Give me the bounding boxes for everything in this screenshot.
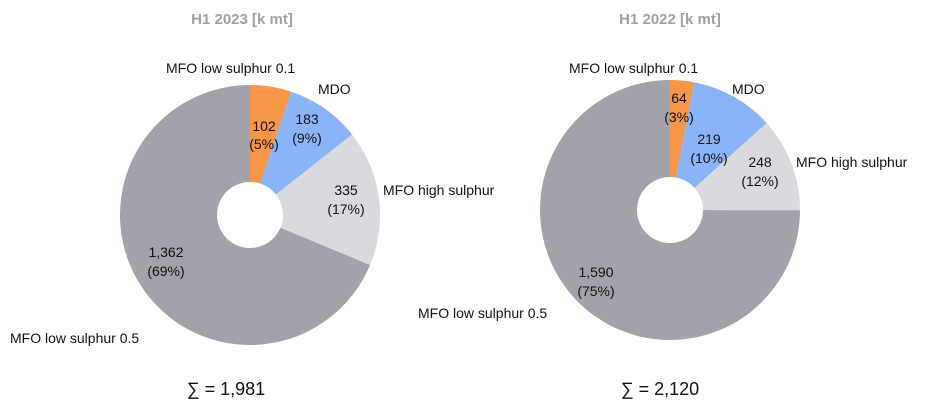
chart-1-value-4: 1,362 bbox=[148, 244, 183, 260]
chart-2-donut bbox=[540, 80, 801, 340]
chart-1-total: ∑ = 1,981 bbox=[187, 379, 265, 399]
chart-1-pct-1: (5%) bbox=[249, 136, 279, 152]
chart-2-pct-3: (12%) bbox=[741, 173, 778, 189]
chart-1-pct-4: (69%) bbox=[147, 263, 184, 279]
chart-2-slice-mfo-low-sulphur-0-1 bbox=[670, 80, 695, 210]
chart-2-pct-4: (75%) bbox=[577, 283, 614, 299]
chart-1-pct-3: (17%) bbox=[327, 201, 364, 217]
chart-2-value-3: 248 bbox=[748, 154, 772, 170]
chart-1-title: H1 2023 [k mt] bbox=[191, 11, 293, 28]
chart-1-value-1: 102 bbox=[252, 118, 276, 134]
chart-2-label-mfo-low-sulphur-0-5: MFO low sulphur 0.5 bbox=[418, 305, 547, 321]
chart-1-donut bbox=[120, 85, 381, 345]
chart-2-value-4: 1,590 bbox=[578, 264, 613, 280]
chart-2-value-2: 219 bbox=[697, 131, 721, 147]
chart-2-title: H1 2022 [k mt] bbox=[619, 11, 721, 28]
chart-1-donut-hole bbox=[217, 182, 283, 248]
chart-1-label-mdo: MDO bbox=[318, 81, 351, 97]
chart-1-pct-2: (9%) bbox=[292, 130, 322, 146]
chart-1-label-mfo-high-sulphur: MFO high sulphur bbox=[383, 182, 495, 198]
chart-2-donut-hole bbox=[637, 177, 703, 243]
chart-2-value-1: 64 bbox=[671, 90, 687, 106]
chart-2-label-mfo-high-sulphur: MFO high sulphur bbox=[796, 154, 908, 170]
chart-1-value-3: 335 bbox=[334, 182, 358, 198]
chart-1-slice-mdo bbox=[250, 91, 353, 215]
chart-2-slice-mfo-low-sulphur-0-5 bbox=[540, 80, 800, 340]
chart-2-slice-mfo-high-sulphur bbox=[670, 123, 801, 211]
chart-2-label-mfo-low-sulphur-0-1: MFO low sulphur 0.1 bbox=[569, 60, 698, 76]
chart-1-value-2: 183 bbox=[295, 111, 319, 127]
chart-1-label-mfo-low-sulphur-0-1: MFO low sulphur 0.1 bbox=[166, 60, 295, 76]
chart-2-total: ∑ = 2,120 bbox=[621, 379, 699, 399]
chart-2-slice-mdo bbox=[670, 82, 767, 210]
chart-1-label-mfo-low-sulphur-0-5: MFO low sulphur 0.5 bbox=[10, 330, 139, 346]
chart-1-slice-mfo-high-sulphur bbox=[250, 134, 381, 265]
chart-1-slice-mfo-low-sulphur-0-1 bbox=[250, 85, 292, 215]
chart-2-label-mdo: MDO bbox=[732, 81, 765, 97]
chart-2-pct-2: (10%) bbox=[690, 150, 727, 166]
chart-2-pct-1: (3%) bbox=[664, 109, 694, 125]
